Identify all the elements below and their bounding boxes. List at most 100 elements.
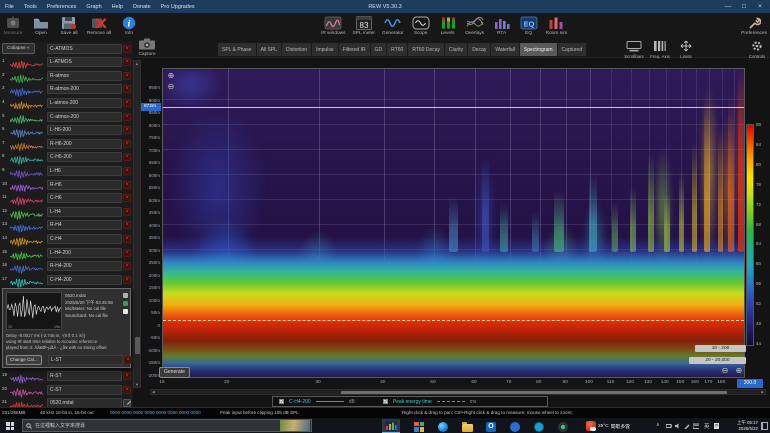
tab-gd[interactable]: GD [370,43,388,56]
delete-measurement-button[interactable]: × [123,112,131,121]
spectrogram-plot[interactable]: ⊕ ⊖ ⊖ ⊕ [162,68,745,378]
measurement-name-field[interactable]: L-H6-200 [47,125,122,136]
measurement-name-field[interactable]: C-ST [47,384,122,395]
tab-decay[interactable]: Decay [468,43,492,56]
vertical-scrollbar[interactable]: ▲ ▼ [133,60,141,388]
delete-measurement-button[interactable]: × [123,153,131,162]
measurement-name-field[interactable]: L-H4 [47,206,122,217]
delete-measurement-button[interactable]: × [123,166,131,175]
delete-measurement-button[interactable]: × [123,139,131,148]
menu-tools[interactable]: Tools [23,3,37,10]
measurement-name-field[interactable]: L-ATMOS [47,57,122,68]
spl-meter-button[interactable]: 83 SPL meter [353,15,375,36]
measurement-name-field[interactable]: C-ATMOS [47,43,122,54]
delete-measurement-button[interactable]: × [123,385,131,394]
document-tray-icon[interactable] [714,423,720,429]
measurement-name-field[interactable]: 0520.mdat [47,398,122,407]
tab-rt60-decay[interactable]: RT60 Decay [408,43,446,56]
generator-button[interactable]: Generator [382,15,404,36]
series1-checkbox[interactable]: ✓ [279,399,284,404]
zoom-out-corner-icon[interactable]: ⊖ [721,366,729,375]
scroll-right-arrow[interactable]: ▶ [761,390,764,394]
delete-measurement-button[interactable]: × [123,58,131,67]
limits-button[interactable]: Limits [676,38,696,59]
measurement-name-field[interactable]: C-atmos-200 [47,111,122,122]
menu-file[interactable]: File [5,3,14,10]
controls-button[interactable]: Controls [747,38,767,59]
measurement-name-field[interactable]: C-H4 [47,233,122,244]
measurement-name-field[interactable]: R-atmos [47,70,122,81]
zoom-out-icon[interactable]: ⊖ [167,82,175,91]
scroll-up-arrow[interactable]: ▲ [135,61,139,66]
measurement-name-field[interactable]: C-H6 [47,193,122,204]
maximize-button[interactable]: □ [742,3,746,10]
eq-button[interactable]: EQ EQ [519,15,539,36]
delete-measurement-button[interactable]: × [123,44,131,53]
taskbar-rew-app-active[interactable] [382,419,400,433]
measurement-name-field[interactable]: C-H4-200 [47,274,122,285]
measure-button[interactable]: Measure [3,15,23,36]
menu-pro-upgrades[interactable]: Pro Upgrades [160,3,195,10]
capture-button[interactable]: Capture [138,36,156,57]
delete-measurement-button[interactable]: × [123,275,131,284]
delete-measurement-button[interactable]: × [123,71,131,80]
delete-measurement-button[interactable]: × [123,262,131,271]
measurement-name-field[interactable]: R-H6 [47,179,122,190]
zoom-in-icon[interactable]: ⊕ [167,71,175,80]
room-sim-button[interactable]: Room sim [546,15,567,36]
trace-color-icon[interactable] [122,301,128,306]
menu-donate[interactable]: Donate [132,3,151,10]
scroll-left-arrow[interactable]: ◀ [152,390,155,394]
tray-expand-icon[interactable]: ∧ [656,422,660,428]
taskbar-app-dark-app-icon[interactable] [556,420,570,433]
levels-button[interactable]: Levels [438,15,458,36]
menu-help[interactable]: Help [111,3,123,10]
save-all-button[interactable]: Save all [59,15,79,36]
change-cal-button[interactable]: Change Cal... [6,355,42,365]
tab-rt60[interactable]: RT60 [387,43,409,56]
measurement-name-field[interactable]: R-H4-200 [47,261,122,272]
taskbar-app-edge-icon[interactable] [436,420,450,433]
measurement-name-field[interactable]: R-H4 [47,220,122,231]
taskbar-app-blue-app-icon[interactable] [508,420,522,433]
tab-distortion[interactable]: Distortion [281,43,313,56]
notification-center-icon[interactable] [761,422,768,430]
scrollbars-button[interactable]: Scrollbars [624,38,644,59]
measurement-name-field[interactable]: L-H6 [47,165,122,176]
delete-measurement-button[interactable]: × [124,356,132,364]
measurement-name-field[interactable]: L-ST [48,355,123,365]
menu-graph[interactable]: Graph [86,3,102,10]
delete-measurement-button[interactable]: × [123,221,131,230]
taskbar-app-outlook-icon[interactable]: O [484,420,498,433]
zoom-in-corner-icon[interactable]: ⊕ [735,366,743,375]
edit-note-icon[interactable] [122,293,128,298]
vertical-scroll-thumb[interactable] [135,337,140,354]
overlays-button[interactable]: Overlays [465,15,485,36]
taskbar-clock[interactable]: 上午 05:17 2025/5/22 [737,420,758,432]
generate-button[interactable]: Generate [159,367,190,378]
collapse-sidebar-button[interactable]: Collapse « [2,43,35,54]
taskbar-app-explorer-icon[interactable] [460,420,474,433]
open-button[interactable]: Open [31,15,51,36]
freq-axis-button[interactable]: Freq. Axis [650,38,670,59]
edit-note-icon[interactable] [123,399,131,407]
taskbar-app-teal-app-icon[interactable] [532,420,546,433]
pen-icon[interactable] [684,423,690,429]
tab-spl-phase[interactable]: SPL & Phase [218,43,257,56]
horizontal-scroll-thumb[interactable] [341,391,727,394]
series2-checkbox[interactable]: ✓ [382,399,388,404]
ime-language-indicator[interactable]: 英 [704,424,710,430]
ir-windows-button[interactable]: IR windows [321,15,346,36]
tab-clarity[interactable]: Clarity [445,43,469,56]
delete-measurement-button[interactable]: × [123,372,131,380]
measurement-name-field[interactable]: L-H4-200 [47,247,122,258]
horizontal-scrollbar[interactable]: ◀ ▶ [150,389,766,395]
measurement-name-field[interactable]: R-atmos-200 [47,84,122,95]
scope-button[interactable]: Scope [411,15,431,36]
preferences-button[interactable]: Preferences [741,15,767,36]
tab-waterfall[interactable]: Waterfall [491,43,520,56]
scroll-down-arrow[interactable]: ▼ [135,382,139,387]
delete-measurement-button[interactable]: × [123,207,131,216]
battery-icon[interactable] [666,423,672,429]
delete-measurement-button[interactable]: × [123,98,131,107]
